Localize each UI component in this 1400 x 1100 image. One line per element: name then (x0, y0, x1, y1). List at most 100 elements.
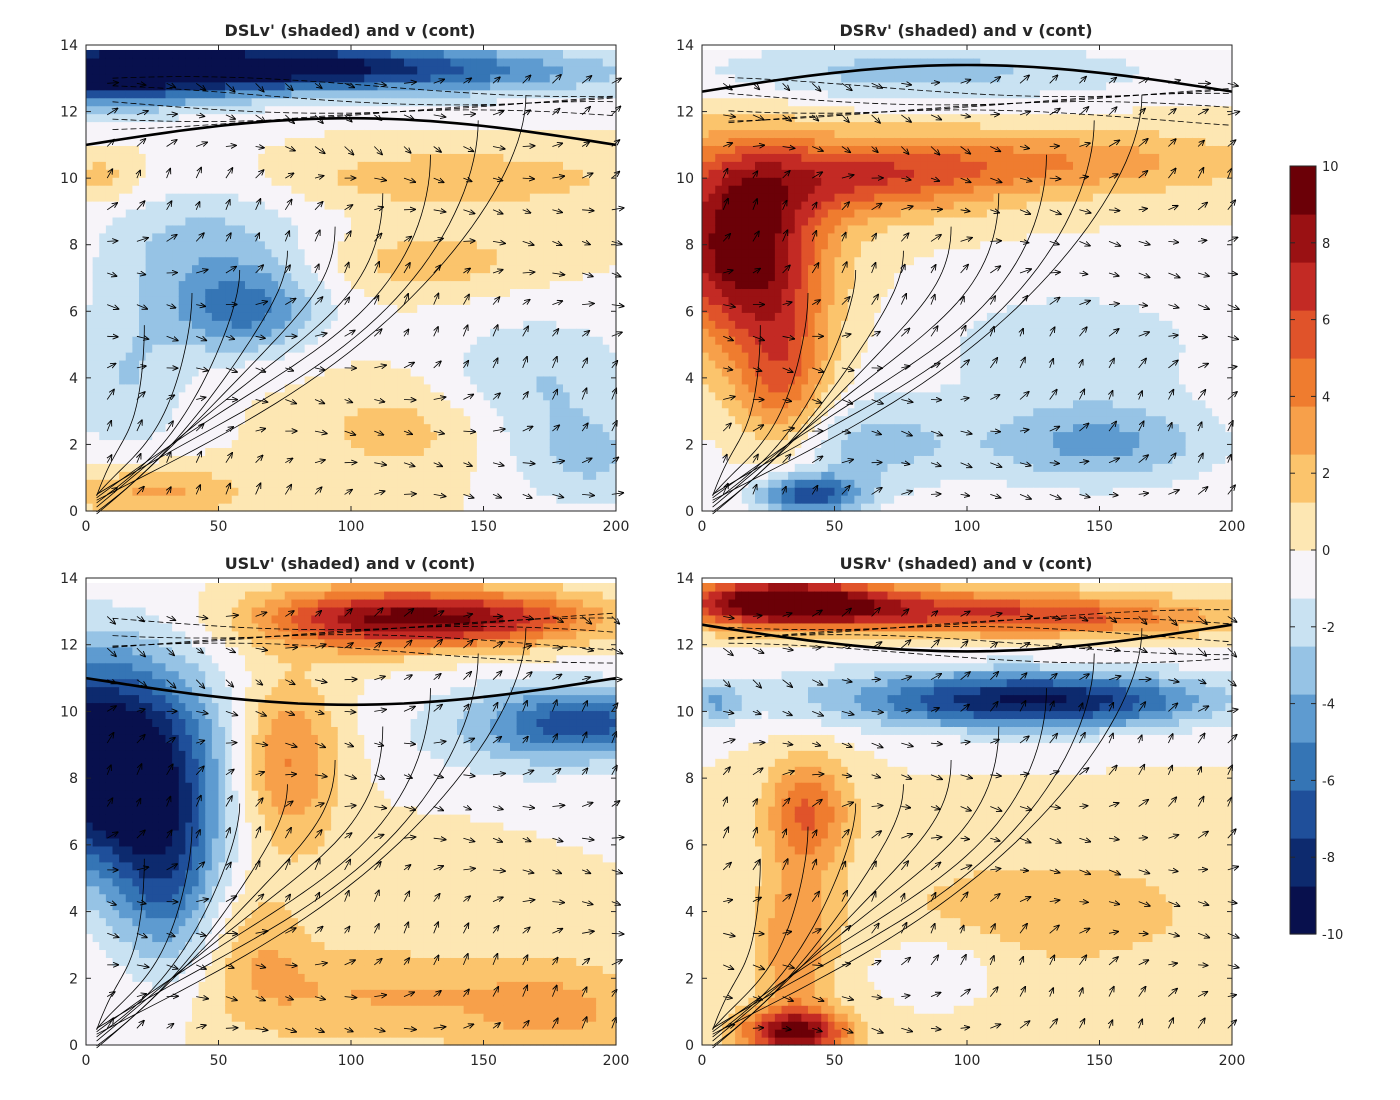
shade-cell (549, 185, 557, 194)
shade-cell (324, 208, 332, 218)
shade-cell (92, 105, 100, 115)
shade-cell (404, 328, 412, 337)
shade-cell (158, 399, 167, 409)
shade-cell (410, 439, 418, 449)
shade-cell (470, 177, 478, 186)
shade-cell (284, 495, 292, 504)
shade-cell (86, 288, 94, 297)
shade-cell (576, 439, 584, 449)
shade-cell (185, 65, 193, 75)
shade-cell (702, 264, 710, 274)
shade-cell (510, 97, 518, 107)
shade-cell (205, 224, 213, 234)
shade-cell (377, 280, 385, 290)
shade-cell (119, 415, 127, 425)
shade-cell (556, 208, 564, 218)
shade-cell (205, 232, 213, 242)
shade-cell (211, 471, 220, 480)
shade-cell (211, 304, 220, 313)
shade-cell (596, 201, 604, 210)
shade-cell (205, 495, 213, 504)
shade-cell (596, 81, 604, 91)
shade-cell (304, 391, 312, 401)
shade-cell (510, 336, 518, 345)
shade-cell (576, 399, 584, 409)
shade-cell (410, 89, 418, 99)
shade-cell (589, 352, 597, 361)
shade-cell (503, 407, 511, 417)
shade-cell (132, 240, 140, 250)
shade-cell (158, 240, 167, 250)
vector-arrow (196, 270, 207, 273)
shade-cell (351, 439, 359, 449)
shade-cell (185, 399, 193, 409)
shade-cell (596, 312, 604, 321)
shade-cell (192, 296, 200, 305)
shade-cell (178, 145, 186, 154)
shade-cell (178, 359, 186, 369)
shade-cell (702, 312, 710, 321)
shade-cell (344, 383, 352, 393)
shade-cell (417, 399, 425, 409)
shade-cell (576, 201, 584, 210)
shade-cell (470, 264, 478, 274)
shade-cell (582, 145, 591, 154)
shade-cell (576, 264, 584, 274)
shade-cell (437, 487, 445, 496)
shade-cell (311, 471, 319, 480)
shade-cell (278, 495, 286, 504)
shade-cell (384, 129, 392, 139)
shade-cell (609, 320, 617, 329)
shade-cell (556, 248, 564, 258)
shade-cell (437, 471, 445, 480)
shade-cell (370, 57, 379, 67)
shade-cell (536, 113, 544, 123)
vector-arrow (492, 325, 498, 337)
shade-cell (457, 177, 465, 186)
shade-cell (344, 105, 352, 115)
shade-cell (145, 177, 153, 186)
vector-arrow (107, 364, 115, 368)
shade-cell (457, 296, 465, 305)
shade-cell (185, 113, 193, 123)
shade-cell (245, 336, 253, 345)
shade-cell (92, 81, 100, 91)
shade-cell (397, 391, 405, 401)
shade-cell (132, 121, 140, 131)
shade-cell (92, 129, 100, 139)
x-tick-label: 100 (338, 519, 365, 535)
shade-cell (529, 352, 538, 361)
shade-cell (245, 391, 253, 401)
y-tick-label: 14 (60, 38, 78, 54)
shade-cell (99, 399, 107, 409)
vector-arrow (463, 325, 467, 337)
shade-cell (158, 471, 167, 480)
shade-cell (536, 49, 544, 59)
shade-cell (529, 161, 538, 170)
shade-cell (582, 208, 591, 218)
shade-cell (582, 280, 591, 290)
shade-cell (317, 463, 326, 472)
vector-arrow (106, 169, 112, 179)
shade-cell (139, 479, 147, 488)
shade-cell (119, 344, 127, 353)
shade-cell (192, 97, 200, 107)
y-tick-label: 0 (69, 504, 78, 520)
shade-cell (576, 352, 584, 361)
shade-cell (271, 153, 279, 162)
shade-cell (192, 73, 200, 83)
shade-cell (510, 471, 518, 480)
shade-cell (198, 352, 206, 361)
shade-cell (563, 399, 571, 409)
shade-cell (139, 177, 147, 186)
shade-cell (165, 495, 173, 504)
shade-cell (470, 193, 478, 202)
shade-cell (317, 272, 326, 282)
shade-cell (251, 224, 259, 234)
shade-cell (132, 137, 140, 146)
shade-cell (397, 304, 405, 313)
shade-cell (450, 367, 458, 377)
shade-cell (211, 495, 220, 504)
shade-cell (298, 272, 306, 282)
shade-cell (602, 423, 610, 433)
